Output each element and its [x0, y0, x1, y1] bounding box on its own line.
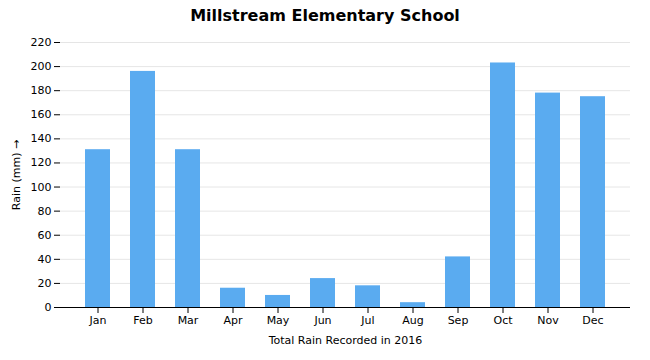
svg-text:0: 0 [45, 301, 52, 314]
svg-text:Mar: Mar [178, 314, 199, 327]
svg-text:Jun: Jun [313, 314, 331, 327]
svg-text:May: May [267, 314, 290, 327]
svg-text:220: 220 [31, 36, 52, 49]
html-text:Millstream Elementary School: Millstream Elementary School [190, 6, 460, 25]
svg-text:Sep: Sep [448, 314, 469, 327]
svg-text:120: 120 [31, 156, 52, 169]
svg-text:Rain (mm) →: Rain (mm) → [10, 140, 23, 210]
svg-text:Dec: Dec [582, 314, 603, 327]
svg-text:Aug: Aug [402, 314, 423, 327]
svg-text:140: 140 [31, 132, 52, 145]
svg-text:160: 160 [31, 108, 52, 121]
svg-text:40: 40 [38, 253, 52, 266]
svg-text:Jul: Jul [360, 314, 374, 327]
svg-text:Nov: Nov [537, 314, 559, 327]
svg-text:20: 20 [38, 277, 52, 290]
svg-text:180: 180 [31, 84, 52, 97]
svg-text:Jan: Jan [89, 314, 107, 327]
svg-text:Total Rain Recorded in 2016: Total Rain Recorded in 2016 [268, 334, 423, 347]
svg-text:Oct: Oct [493, 314, 513, 327]
svg-text:200: 200 [31, 60, 52, 73]
svg-text:Feb: Feb [133, 314, 152, 327]
svg-text:60: 60 [38, 229, 52, 242]
svg-text:80: 80 [38, 205, 52, 218]
svg-text:Apr: Apr [223, 314, 243, 327]
svg-text:100: 100 [31, 181, 52, 194]
